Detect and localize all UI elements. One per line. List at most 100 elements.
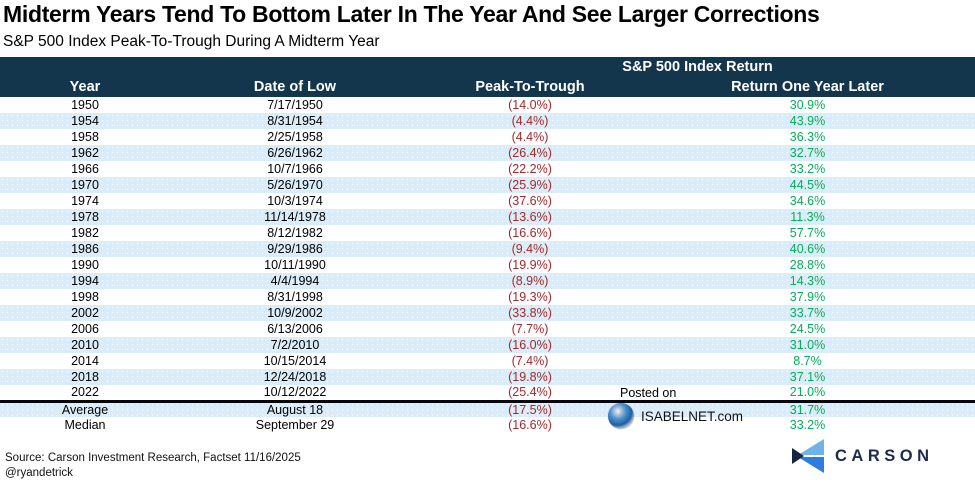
year-cell: 2018 xyxy=(0,369,170,385)
return-one-year-later-cell: 36.3% xyxy=(789,130,826,144)
peak-to-trough-cell: (7.7%) xyxy=(511,322,549,336)
return-one-year-later-cell: 33.7% xyxy=(640,305,975,321)
summary-peak-to-trough-cell: (16.6%) xyxy=(508,418,552,432)
year-cell: 1978 xyxy=(0,209,170,225)
table-span-header-row: S&P 500 Index Return xyxy=(0,57,975,76)
return-one-year-later-cell: 21.0% xyxy=(789,385,826,400)
peak-to-trough-cell: (19.3%) xyxy=(508,290,552,304)
return-one-year-later-cell: 57.7% xyxy=(789,226,826,240)
peak-to-trough-cell: (14.0%) xyxy=(508,98,552,112)
summary-label-cell: Median xyxy=(64,418,106,432)
date-of-low-cell: 6/13/2006 xyxy=(267,322,323,336)
year-cell: 1994 xyxy=(0,273,170,289)
year-cell: 1986 xyxy=(0,241,170,257)
table-row: 1950 7/17/1950 (14.0%) 30.9% xyxy=(0,97,975,113)
span-header-cell: S&P 500 Index Return xyxy=(420,57,975,76)
return-one-year-later-cell: 43.9% xyxy=(640,113,975,129)
page-title: Midterm Years Tend To Bottom Later In Th… xyxy=(3,1,820,27)
date-of-low-cell: 10/12/2022 xyxy=(263,385,327,400)
table-row: 1986 9/29/1986 (9.4%) 40.6% xyxy=(0,241,975,257)
return-one-year-later-cell: 31.0% xyxy=(640,337,975,353)
year-cell: 2006 xyxy=(71,322,99,336)
summary-row: Average August 18 (17.5%) 31.7% xyxy=(0,399,975,417)
date-of-low-cell: 6/26/1962 xyxy=(170,145,420,161)
summary-return-one-year-later-cell: 31.7% xyxy=(640,399,975,417)
peak-to-trough-cell: (25.4%) xyxy=(508,385,552,400)
summary-date-of-low-cell: August 18 xyxy=(170,399,420,417)
table-row: 1982 8/12/1982 (16.6%) 57.7% xyxy=(0,225,975,241)
table-row: 1962 6/26/1962 (26.4%) 32.7% xyxy=(0,145,975,161)
date-of-low-cell: 10/3/1974 xyxy=(267,194,323,208)
table-row: 2018 12/24/2018 (19.8%) 37.1% xyxy=(0,369,975,385)
year-cell: 1998 xyxy=(71,290,99,304)
year-cell: 1982 xyxy=(71,226,99,240)
peak-to-trough-cell: (7.4%) xyxy=(511,354,549,368)
posted-on-label: Posted on xyxy=(620,386,677,400)
date-of-low-cell: 10/11/1990 xyxy=(264,258,326,272)
year-cell: 1966 xyxy=(71,162,99,176)
column-header-date-of-low: Date of Low xyxy=(170,76,420,97)
return-one-year-later-cell: 44.5% xyxy=(640,177,975,193)
date-of-low-cell: 10/7/1966 xyxy=(267,162,323,176)
table-row: 1958 2/25/1958 (4.4%) 36.3% xyxy=(0,129,975,145)
table-row: 1954 8/31/1954 (4.4%) 43.9% xyxy=(0,113,975,129)
peak-to-trough-cell: (19.9%) xyxy=(508,258,552,272)
return-one-year-later-cell: 30.9% xyxy=(789,98,826,112)
return-one-year-later-cell: 32.7% xyxy=(640,145,975,161)
year-cell: 2014 xyxy=(71,354,99,368)
table-row: 2022 10/12/2022 (25.4%) 21.0% xyxy=(0,385,975,401)
peak-to-trough-cell: (8.9%) xyxy=(420,273,640,289)
table-row: 2002 10/9/2002 (33.8%) 33.7% xyxy=(0,305,975,321)
peak-to-trough-cell: (19.8%) xyxy=(420,369,640,385)
date-of-low-cell: 12/24/2018 xyxy=(170,369,420,385)
summary-return-one-year-later-cell: 33.2% xyxy=(789,418,826,432)
year-cell: 2010 xyxy=(0,337,170,353)
return-one-year-later-cell: 8.7% xyxy=(793,354,822,368)
column-header-year: Year xyxy=(0,76,170,97)
year-cell: 1958 xyxy=(71,130,99,144)
return-one-year-later-cell: 24.5% xyxy=(789,322,826,336)
source-attribution: Source: Carson Investment Research, Fact… xyxy=(5,452,301,464)
date-of-low-cell: 10/15/2014 xyxy=(263,354,327,368)
date-of-low-cell: 5/26/1970 xyxy=(170,177,420,193)
date-of-low-cell: 4/4/1994 xyxy=(170,273,420,289)
table-row: 1990 10/11/1990 (19.9%) 28.8% xyxy=(0,257,975,273)
return-one-year-later-cell: 11.3% xyxy=(640,209,975,225)
return-one-year-later-cell: 14.3% xyxy=(640,273,975,289)
date-of-low-cell: 10/9/2002 xyxy=(170,305,420,321)
page-subtitle: S&P 500 Index Peak-To-Trough During A Mi… xyxy=(3,33,380,50)
year-cell: 2022 xyxy=(71,385,99,400)
peak-to-trough-cell: (4.4%) xyxy=(420,113,640,129)
midterm-table: S&P 500 Index Return Year Date of Low Pe… xyxy=(0,57,975,433)
peak-to-trough-cell: (26.4%) xyxy=(420,145,640,161)
year-cell: 1970 xyxy=(0,177,170,193)
table-row: 2006 6/13/2006 (7.7%) 24.5% xyxy=(0,321,975,337)
year-cell: 1962 xyxy=(0,145,170,161)
year-cell: 1950 xyxy=(71,98,99,112)
date-of-low-cell: 8/31/1954 xyxy=(170,113,420,129)
date-of-low-cell: 11/14/1978 xyxy=(170,209,420,225)
table-row: 1974 10/3/1974 (37.6%) 34.6% xyxy=(0,193,975,209)
date-of-low-cell: 8/31/1998 xyxy=(267,290,323,304)
year-cell: 1974 xyxy=(71,194,99,208)
summary-date-of-low-cell: September 29 xyxy=(255,418,335,432)
date-of-low-cell: 2/25/1958 xyxy=(267,130,323,144)
table-row: 2014 10/15/2014 (7.4%) 8.7% xyxy=(0,353,975,369)
date-of-low-cell: 8/12/1982 xyxy=(267,226,323,240)
peak-to-trough-cell: (13.6%) xyxy=(420,209,640,225)
table-header-row: Year Date of Low Peak-To-Trough Return O… xyxy=(0,76,975,97)
peak-to-trough-cell: (16.0%) xyxy=(420,337,640,353)
table-row: 1998 8/31/1998 (19.3%) 37.9% xyxy=(0,289,975,305)
year-cell: 1990 xyxy=(71,258,99,272)
peak-to-trough-cell: (22.2%) xyxy=(508,162,552,176)
isabelnet-label: ISABELNET.com xyxy=(641,408,744,424)
span-header-empty-cell xyxy=(0,57,420,76)
table-row: 1978 11/14/1978 (13.6%) 11.3% xyxy=(0,209,975,225)
table-row: 1970 5/26/1970 (25.9%) 44.5% xyxy=(0,177,975,193)
twitter-handle: @ryandetrick xyxy=(5,467,73,479)
summary-peak-to-trough-cell: (17.5%) xyxy=(420,399,640,417)
carson-logo-icon xyxy=(792,439,824,473)
return-one-year-later-cell: 37.1% xyxy=(640,369,975,385)
date-of-low-cell: 7/2/2010 xyxy=(170,337,420,353)
